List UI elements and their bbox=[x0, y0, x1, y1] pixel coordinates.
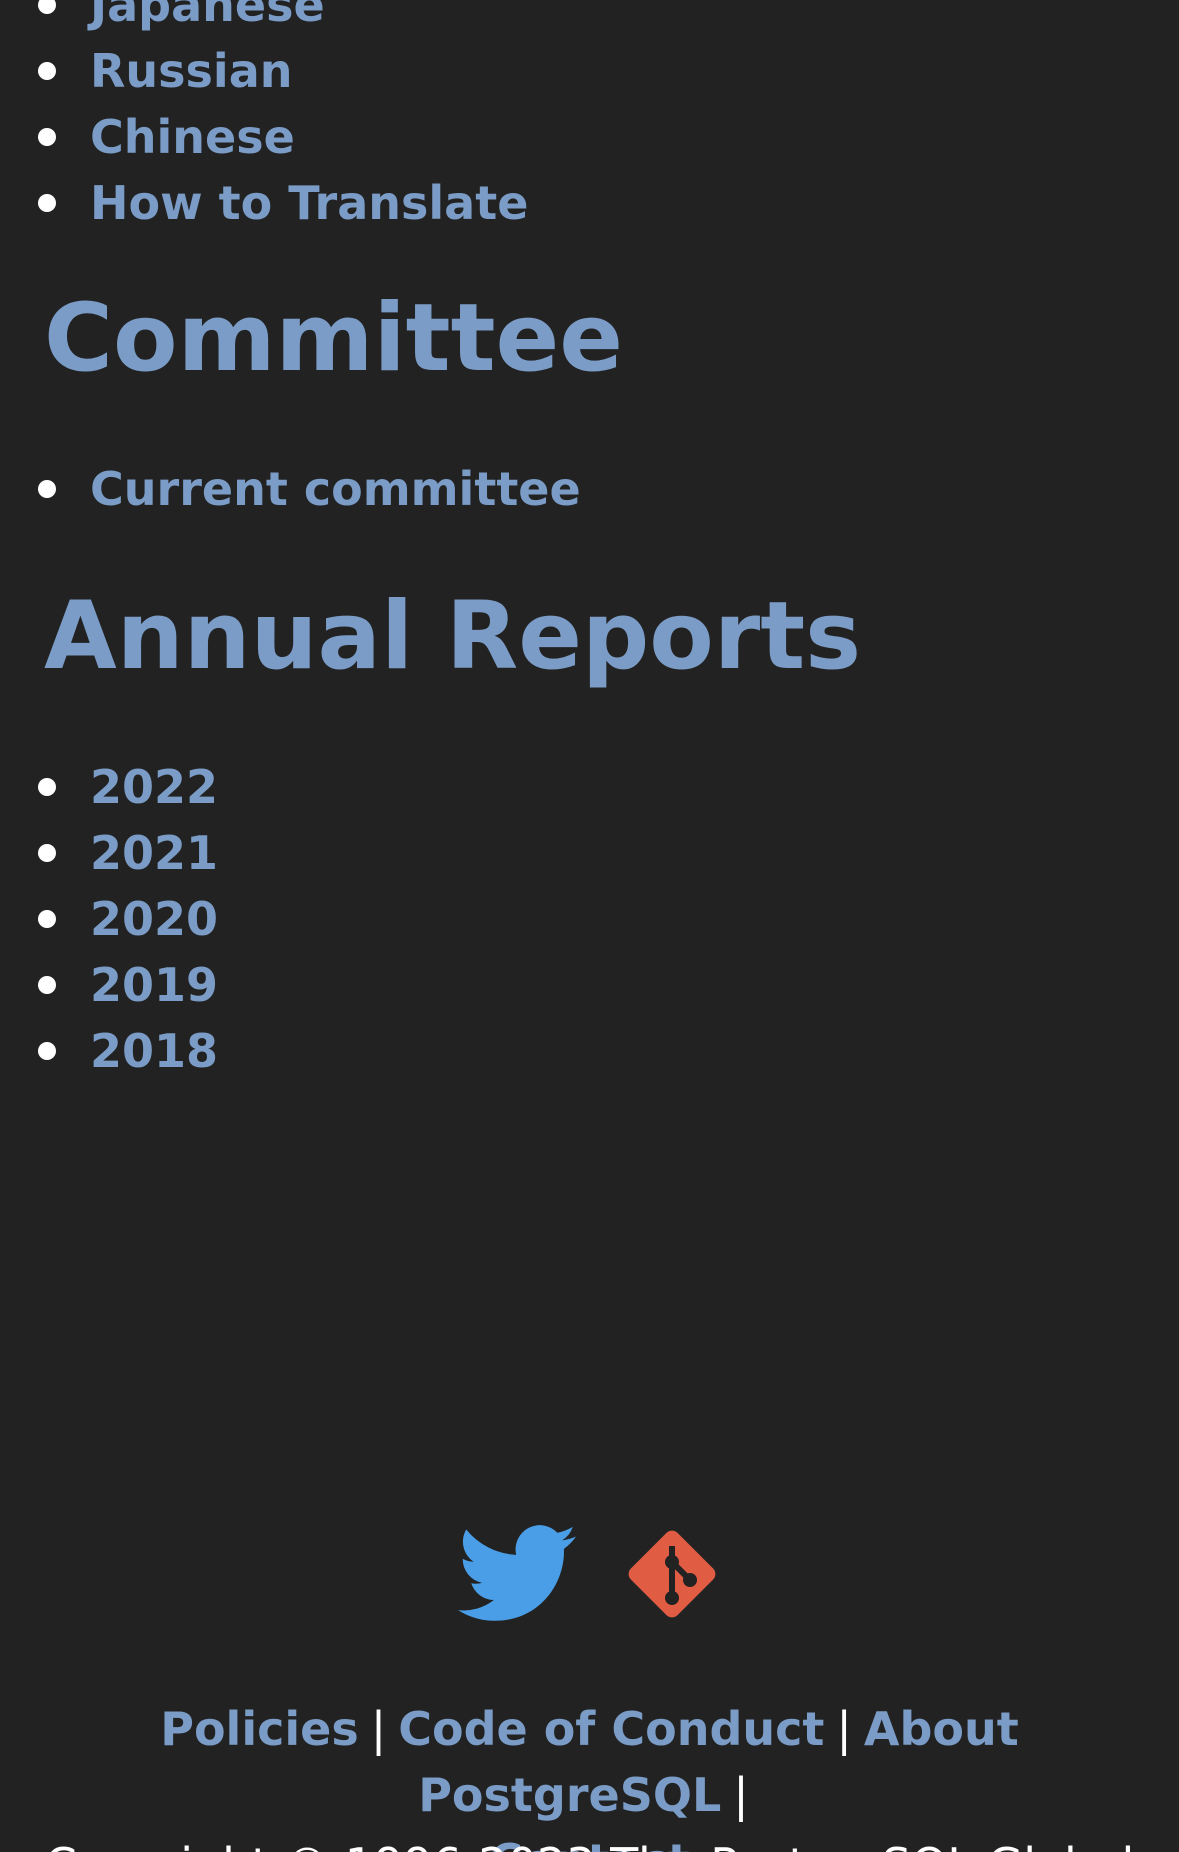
footer-links: Policies | Code of Conduct | About PostgreSQ… bbox=[0, 1696, 1179, 1852]
copyright-text: Copyright © 1996-2023 The PostgreSQL Glo… bbox=[0, 1832, 1179, 1852]
git-diamond-icon bbox=[628, 1530, 716, 1618]
twitter-bird-icon bbox=[458, 1525, 576, 1621]
bullet bbox=[38, 1042, 56, 1060]
report-link-2019[interactable]: 2019 bbox=[90, 958, 219, 1012]
about-postgresql-link[interactable]: About PostgreSQL bbox=[418, 1702, 1019, 1822]
bullet bbox=[38, 194, 56, 212]
bullet bbox=[38, 910, 56, 928]
code-of-conduct-link[interactable]: Code of Conduct bbox=[398, 1702, 825, 1756]
bullet bbox=[38, 128, 56, 146]
git-icon[interactable] bbox=[622, 1524, 722, 1624]
bullet bbox=[38, 62, 56, 80]
how-to-translate-link[interactable]: How to Translate bbox=[90, 176, 529, 230]
language-link-japanese[interactable]: Japanese bbox=[90, 0, 325, 32]
annual-reports-heading: Annual Reports bbox=[44, 582, 862, 691]
report-link-2021[interactable]: 2021 bbox=[90, 826, 219, 880]
report-link-2022[interactable]: 2022 bbox=[90, 760, 219, 814]
report-link-2020[interactable]: 2020 bbox=[90, 892, 219, 946]
language-link-russian[interactable]: Russian bbox=[90, 44, 293, 98]
bullet bbox=[38, 844, 56, 862]
current-committee-link[interactable]: Current committee bbox=[90, 462, 581, 516]
bullet bbox=[38, 778, 56, 796]
separator: | bbox=[733, 1768, 749, 1822]
social-links bbox=[0, 1524, 1179, 1624]
separator: | bbox=[370, 1702, 387, 1756]
contact-link[interactable]: Contact bbox=[489, 1834, 689, 1852]
committee-heading: Committee bbox=[44, 284, 624, 393]
bullet bbox=[38, 480, 56, 498]
report-link-2018[interactable]: 2018 bbox=[90, 1024, 219, 1078]
policies-link[interactable]: Policies bbox=[160, 1702, 359, 1756]
separator: | bbox=[836, 1702, 852, 1756]
twitter-icon[interactable] bbox=[458, 1524, 576, 1624]
bullet bbox=[38, 0, 56, 14]
bullet bbox=[38, 976, 56, 994]
language-link-chinese[interactable]: Chinese bbox=[90, 110, 295, 164]
